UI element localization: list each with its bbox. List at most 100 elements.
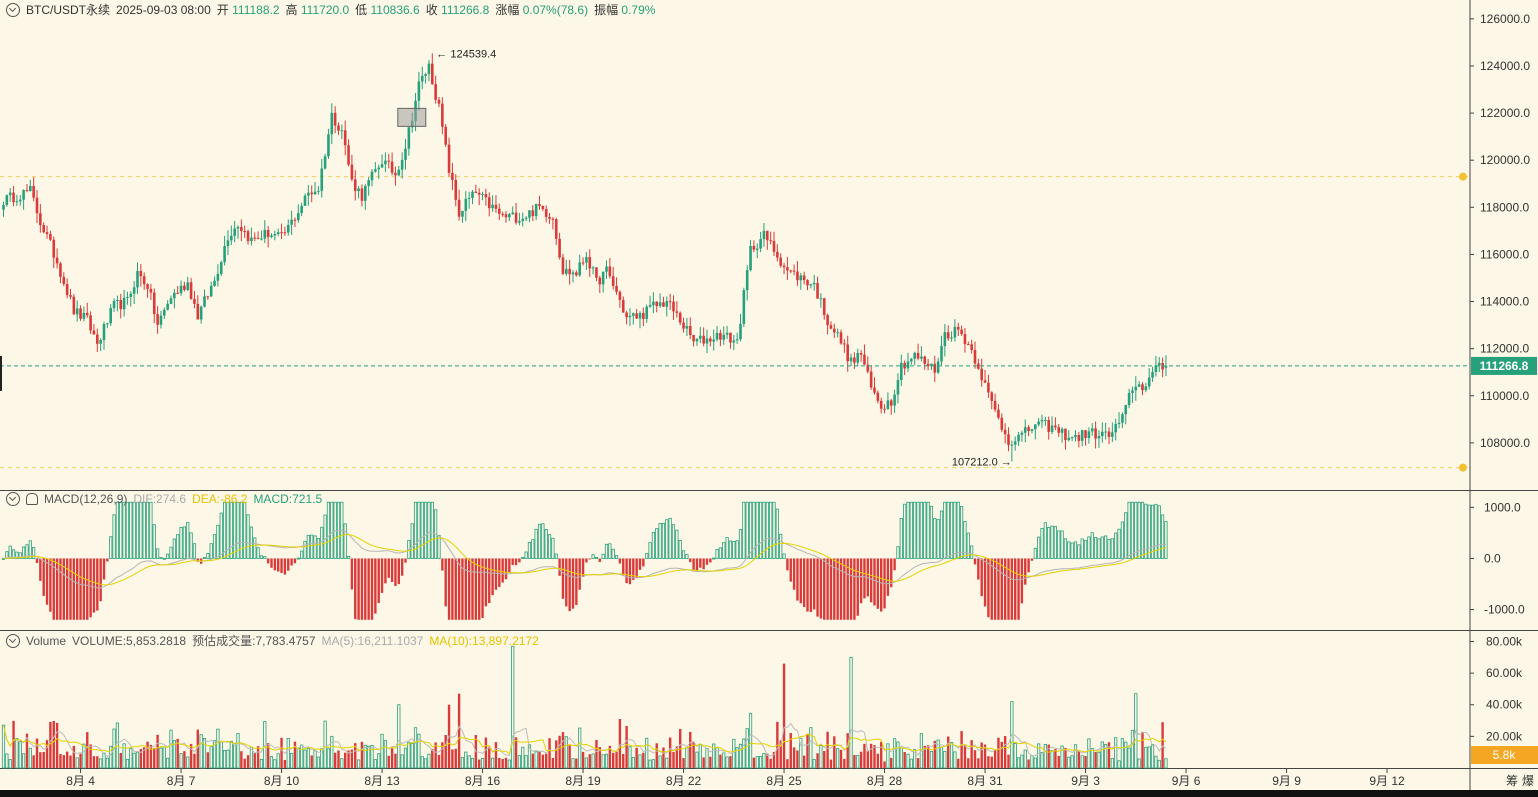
macd-histogram-bar [1057,530,1061,559]
volume-bar [953,751,957,769]
candle-body [1013,441,1017,445]
candle-body [397,169,401,176]
volume-bar [809,727,813,769]
macd-histogram-bar [869,558,873,603]
macd-histogram-bar [1134,501,1138,559]
candle-body [889,400,893,406]
candle-body [695,338,699,342]
macd-histogram-bar [980,558,983,597]
macd-histogram-bar [949,501,954,559]
volume-bar [1047,744,1050,768]
volume-bar [356,759,361,769]
volume-bar [521,746,525,769]
time-tick-label: 8月 19 [565,774,601,788]
volume-bar [344,752,347,768]
macd-histogram-bar [718,547,723,559]
macd-histogram-bar [243,501,247,559]
macd-histogram-bar [893,558,896,571]
candle-body [521,218,525,222]
volume-bar [936,739,940,769]
macd-histogram-bar [742,501,746,559]
macd-histogram-bar [836,558,839,620]
macd-histogram-bar [732,541,736,559]
volume-name[interactable]: Volume [26,633,67,648]
macd-histogram-bar [176,534,180,559]
price-tick-label: 120000.0 [1480,153,1530,167]
macd-histogram-bar [926,501,930,559]
candle-body [1067,437,1071,441]
macd-histogram-bar [179,526,183,559]
volume-bar [454,748,457,768]
open-value: 111188.2 [232,3,280,17]
collapse-chevron-icon[interactable] [6,492,20,506]
amplitude-value: 0.79% [621,3,656,17]
symbol-label[interactable]: BTC/USDT永续 [26,3,111,17]
macd-histogram-bar [799,558,802,604]
macd-histogram-bar [1067,541,1071,559]
volume-bar [313,750,317,769]
candle-body [45,232,49,235]
volume-bar [1023,749,1027,769]
macd-name[interactable]: MACD(12,26,9) [44,492,128,506]
volume-bar [987,756,990,768]
macd-histogram-bar [699,558,702,568]
volume-bar [380,733,384,769]
candle-body [766,230,769,241]
candle-body [290,219,293,225]
candle-body [859,352,863,355]
macd-histogram-bar [196,558,199,562]
datetime-label: 2025-09-03 08:00 [116,2,211,17]
candle-body [461,210,464,217]
volume-bar [789,733,792,768]
macd-histogram-bar [588,558,591,560]
volume-bar [397,704,401,769]
macd-histogram-bar [779,533,783,559]
macd-histogram-bar [498,558,501,587]
time-tick-label: 8月 7 [167,774,196,788]
macd-histogram-bar [671,524,676,559]
candle-body [735,339,739,341]
candle-body [303,195,307,206]
candle-body [1070,437,1074,439]
candle-body [702,335,705,344]
collapse-chevron-icon[interactable] [6,2,20,17]
candle-body [712,339,715,342]
candle-body [327,134,330,157]
macd-histogram-bar [960,505,964,559]
macd-histogram-bar [642,558,645,567]
alert-bell-icon[interactable] [26,493,38,505]
macd-histogram-bar [1090,532,1094,559]
candle-body [52,239,56,258]
macd-histogram-bar [973,558,977,565]
macd-histogram-bar [55,558,59,620]
volume-bar [1104,744,1108,769]
macd-histogram-bar [142,501,146,559]
macd-histogram-bar [765,501,769,559]
volume-bar [316,756,321,769]
macd-histogram-bar [182,526,186,559]
candle-body [216,273,220,281]
volume-bar [21,753,26,769]
volume-ma10-line [3,724,1167,755]
chips-button: 筹 [1506,774,1518,788]
volume-bar [478,759,481,768]
macd-histogram-bar [62,558,65,620]
macd-histogram-bar [330,501,334,559]
volume-bar [1117,760,1121,769]
candle-body [102,324,106,340]
alert-dot-icon [1459,463,1467,472]
macd-histogram-bar [420,501,424,559]
candle-body [548,216,551,219]
macd-histogram-bar [527,541,532,559]
collapse-chevron-icon[interactable] [6,633,20,648]
volume-bar [149,744,153,768]
volume-bar [642,752,645,768]
volume-bar [236,733,240,769]
volume-bar [682,758,685,768]
candle-body [441,103,444,127]
macd-histogram-bar [993,558,997,620]
candle-body [886,400,890,409]
candle-body [1111,432,1114,437]
volume-bar [618,719,622,768]
